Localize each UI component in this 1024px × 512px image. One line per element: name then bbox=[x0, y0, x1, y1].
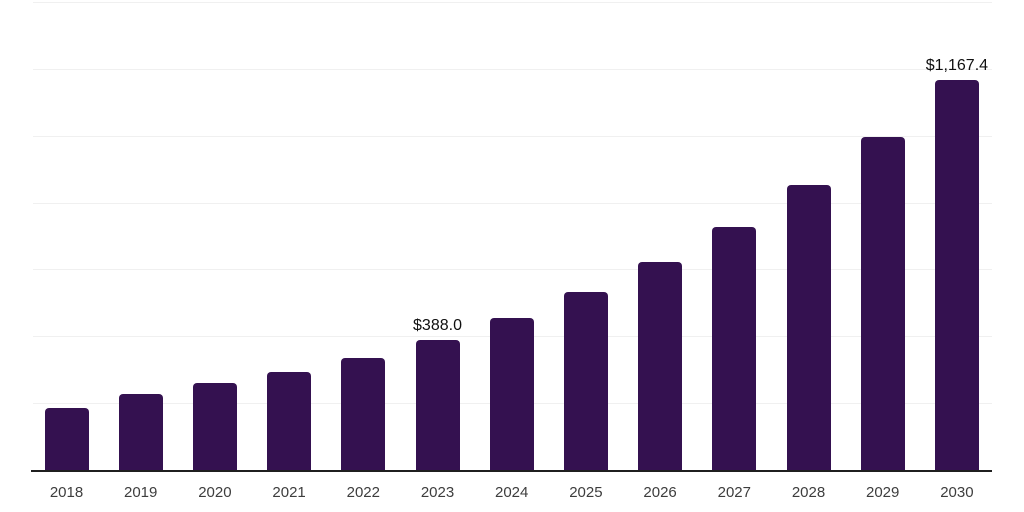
x-tick-2018: 2018 bbox=[49, 484, 84, 501]
gridline-1000 bbox=[33, 135, 992, 137]
bar-2028[interactable] bbox=[786, 185, 831, 470]
x-tick-2026: 2026 bbox=[643, 484, 677, 501]
x-tick-2029: 2029 bbox=[866, 484, 900, 501]
x-tick-2030: 2030 bbox=[940, 484, 974, 501]
plot-area: $388.0 $1,167.4 bbox=[31, 2, 992, 472]
x-axis-tick-labels: 2018 2019 2020 2021 2022 2023 2024 2025 2026 2027… bbox=[31, 470, 992, 512]
x-tick-2021: 2021 bbox=[272, 484, 306, 501]
bar-2026[interactable] bbox=[638, 262, 683, 470]
bar-2023[interactable] bbox=[415, 340, 460, 470]
x-tick-2024: 2024 bbox=[495, 484, 529, 501]
bar-2029[interactable] bbox=[860, 136, 905, 470]
bar-2020[interactable] bbox=[192, 383, 237, 470]
gridline-1400 bbox=[33, 2, 992, 3]
bar-2027[interactable] bbox=[712, 226, 757, 470]
bar-2019[interactable] bbox=[118, 394, 163, 470]
x-tick-2023: 2023 bbox=[420, 484, 455, 501]
bar-2022[interactable] bbox=[341, 358, 386, 470]
gridline-800 bbox=[33, 202, 992, 204]
value-label-2030: $1,167.4 bbox=[925, 56, 989, 74]
x-tick-2022: 2022 bbox=[346, 484, 380, 501]
bar-2021[interactable] bbox=[267, 372, 312, 470]
gridline-600 bbox=[33, 269, 992, 271]
x-tick-2025: 2025 bbox=[569, 484, 603, 501]
x-tick-2027: 2027 bbox=[717, 484, 751, 501]
x-tick-2020: 2020 bbox=[198, 484, 232, 501]
bar-2024[interactable] bbox=[489, 318, 534, 470]
bar-2025[interactable] bbox=[563, 292, 608, 470]
bar-2030[interactable] bbox=[934, 79, 979, 470]
x-axis-line bbox=[31, 470, 992, 472]
x-tick-2028: 2028 bbox=[791, 484, 826, 501]
bar-2018[interactable] bbox=[44, 408, 89, 470]
value-label-2023: $388.0 bbox=[413, 317, 462, 335]
x-tick-2019: 2019 bbox=[124, 484, 158, 501]
gridline-1200 bbox=[33, 68, 992, 70]
